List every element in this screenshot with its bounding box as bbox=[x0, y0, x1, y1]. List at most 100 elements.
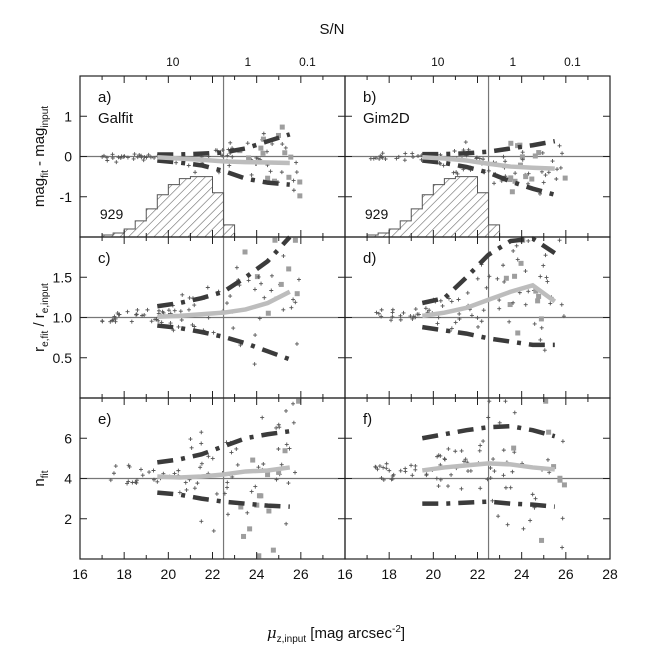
data-point-b bbox=[378, 153, 383, 158]
x-tick-label-right: 20 bbox=[426, 566, 442, 582]
data-point-d bbox=[440, 303, 445, 308]
data-point-d bbox=[449, 326, 454, 331]
data-point-d bbox=[408, 314, 413, 319]
data-point-a bbox=[261, 131, 266, 136]
data-point-a bbox=[265, 149, 270, 154]
data-point-d bbox=[515, 257, 520, 262]
data-point-b bbox=[481, 157, 486, 162]
data-point-f bbox=[512, 450, 517, 455]
data-point-c bbox=[134, 312, 139, 317]
y-axis-title-part: fit bbox=[40, 470, 51, 478]
data-point-e bbox=[235, 462, 240, 467]
outlier-square-b bbox=[529, 176, 535, 182]
outlier-square-b bbox=[562, 175, 568, 181]
x-tick-label: 20 bbox=[161, 566, 177, 582]
data-point-e bbox=[199, 430, 204, 435]
lower-bound-line-a bbox=[157, 158, 290, 187]
data-point-c bbox=[168, 321, 173, 326]
data-point-c bbox=[234, 265, 239, 270]
data-point-b bbox=[394, 156, 399, 161]
data-point-d bbox=[476, 324, 481, 329]
outlier-square-c bbox=[278, 281, 284, 287]
data-point-e bbox=[111, 471, 116, 476]
data-point-f bbox=[560, 516, 565, 521]
data-point-c bbox=[180, 292, 185, 297]
data-point-f bbox=[387, 468, 392, 473]
data-point-a bbox=[137, 152, 142, 157]
data-point-c bbox=[259, 281, 264, 286]
data-point-d bbox=[481, 308, 486, 313]
data-point-a bbox=[220, 148, 225, 153]
data-point-e bbox=[206, 454, 211, 459]
outlier-square-a bbox=[258, 145, 264, 151]
outlier-square-a bbox=[286, 174, 292, 180]
x-tick-label-right: 18 bbox=[381, 566, 397, 582]
data-point-a bbox=[122, 154, 127, 159]
data-point-a bbox=[174, 160, 179, 165]
data-point-a bbox=[152, 155, 157, 160]
data-point-d bbox=[497, 306, 502, 311]
data-point-c bbox=[211, 330, 216, 335]
data-point-c bbox=[281, 307, 286, 312]
data-point-e bbox=[199, 519, 204, 524]
data-point-e bbox=[253, 484, 258, 489]
data-point-c bbox=[228, 294, 233, 299]
data-point-c bbox=[289, 305, 294, 310]
data-point-e bbox=[189, 445, 194, 450]
data-point-e bbox=[260, 415, 265, 420]
data-point-d bbox=[484, 285, 489, 290]
data-point-f bbox=[477, 448, 482, 453]
data-point-b bbox=[383, 157, 388, 162]
data-point-b bbox=[477, 156, 482, 161]
data-point-e bbox=[126, 479, 131, 484]
outlier-square-e bbox=[256, 553, 262, 559]
outlier-square-c bbox=[294, 291, 300, 297]
data-point-f bbox=[560, 545, 565, 550]
data-point-d bbox=[479, 319, 484, 324]
data-point-b bbox=[380, 155, 385, 160]
upper-bound-line-d bbox=[421, 236, 557, 306]
data-point-c bbox=[192, 324, 197, 329]
median-line-a bbox=[157, 155, 290, 166]
data-point-f bbox=[521, 526, 526, 531]
outlier-square-b bbox=[507, 177, 513, 183]
data-point-d bbox=[457, 311, 462, 316]
data-point-a bbox=[135, 155, 140, 160]
x-tick-label: 16 bbox=[72, 566, 88, 582]
data-point-d bbox=[423, 306, 428, 311]
data-point-e bbox=[256, 465, 261, 470]
data-point-c bbox=[192, 303, 197, 308]
data-point-d bbox=[507, 319, 512, 324]
y-axis-title-part: e,input bbox=[40, 283, 51, 313]
outlier-square-e bbox=[282, 448, 288, 454]
x-axis-title-symbol: μ bbox=[267, 624, 277, 642]
data-point-b bbox=[373, 155, 378, 160]
data-point-d bbox=[541, 263, 546, 268]
outlier-square-e bbox=[238, 504, 244, 510]
data-point-e bbox=[276, 422, 281, 427]
data-point-c bbox=[172, 308, 177, 313]
data-point-f bbox=[391, 472, 396, 477]
data-point-b bbox=[402, 158, 407, 163]
data-point-e bbox=[151, 468, 156, 473]
data-point-d bbox=[469, 313, 474, 318]
data-point-c bbox=[257, 316, 262, 321]
data-point-f bbox=[492, 469, 497, 474]
data-point-e bbox=[184, 487, 189, 492]
data-point-e bbox=[291, 420, 296, 425]
data-point-c bbox=[291, 297, 296, 302]
outlier-square-d bbox=[518, 260, 524, 266]
data-point-d bbox=[514, 243, 519, 248]
data-point-e bbox=[261, 462, 266, 467]
outlier-square-a bbox=[246, 155, 252, 161]
data-point-b bbox=[540, 150, 545, 155]
lower-bound-line-e bbox=[157, 490, 290, 509]
sn-tick-label: 10 bbox=[431, 55, 445, 69]
data-point-b bbox=[520, 150, 525, 155]
data-point-d bbox=[532, 321, 537, 326]
outlier-square-c bbox=[286, 266, 292, 272]
data-point-a bbox=[114, 160, 119, 165]
median-line-d bbox=[421, 282, 557, 319]
data-point-d bbox=[389, 318, 394, 323]
data-point-f bbox=[381, 477, 386, 482]
